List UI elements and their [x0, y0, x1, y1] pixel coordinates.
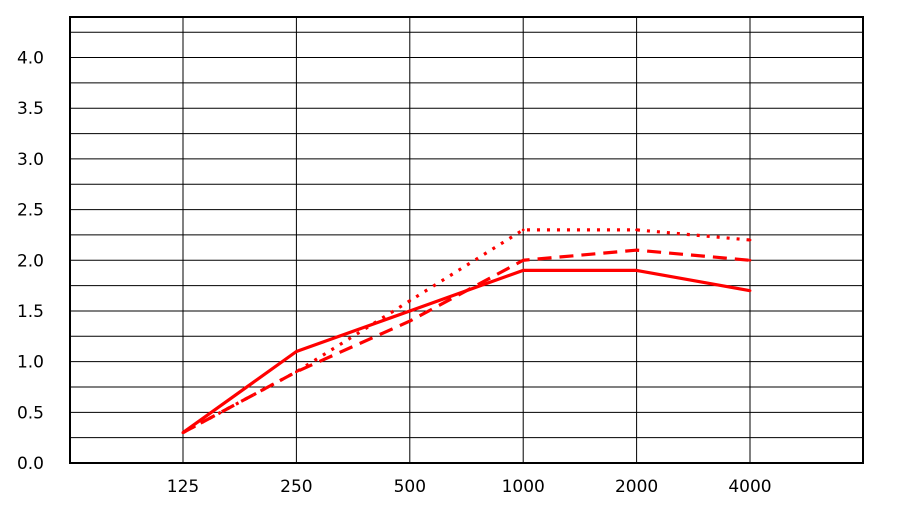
- y-tick-label: 2.5: [17, 201, 44, 221]
- data-point: [748, 258, 752, 262]
- y-tick-label: 4.0: [17, 49, 44, 69]
- data-point: [408, 299, 412, 303]
- x-tick-label: 250: [280, 477, 312, 497]
- data-point: [635, 248, 638, 252]
- data-point: [181, 431, 185, 434]
- y-tick-label: 3.0: [17, 150, 44, 170]
- data-point: [635, 228, 638, 232]
- y-tick-label: 0.5: [17, 403, 44, 423]
- data-point: [295, 370, 298, 374]
- data-point: [521, 269, 525, 272]
- x-tick-labels: 125 250 500 1000 2000 4000: [167, 477, 772, 497]
- x-tick-label: 2000: [615, 477, 658, 497]
- grid: [70, 17, 863, 463]
- y-tick-labels: 0.0 0.5 1.0 1.5 2.0 2.5 3.0 3.5 4.0: [17, 49, 44, 474]
- x-tick-label: 1000: [502, 477, 545, 497]
- y-tick-label: 2.0: [17, 251, 44, 271]
- data-point: [521, 228, 525, 232]
- data-point: [748, 289, 752, 293]
- y-tick-label: 1.0: [17, 353, 44, 373]
- plot-frame: [69, 16, 864, 464]
- series-group: [181, 228, 752, 435]
- series-line-dashed: [182, 248, 751, 435]
- y-tick-label: 1.5: [17, 302, 44, 322]
- data-point: [635, 269, 638, 272]
- data-point: [408, 309, 412, 313]
- data-point: [295, 350, 298, 353]
- x-tick-label: 125: [167, 477, 199, 497]
- data-point: [748, 238, 752, 242]
- data-point: [408, 319, 412, 323]
- x-tick-label: 500: [394, 477, 426, 497]
- data-point: [521, 258, 525, 262]
- y-tick-label: 0.0: [17, 454, 44, 474]
- series-line-solid: [182, 268, 751, 434]
- x-tick-label: 4000: [728, 477, 771, 497]
- y-tick-label: 3.5: [17, 99, 44, 119]
